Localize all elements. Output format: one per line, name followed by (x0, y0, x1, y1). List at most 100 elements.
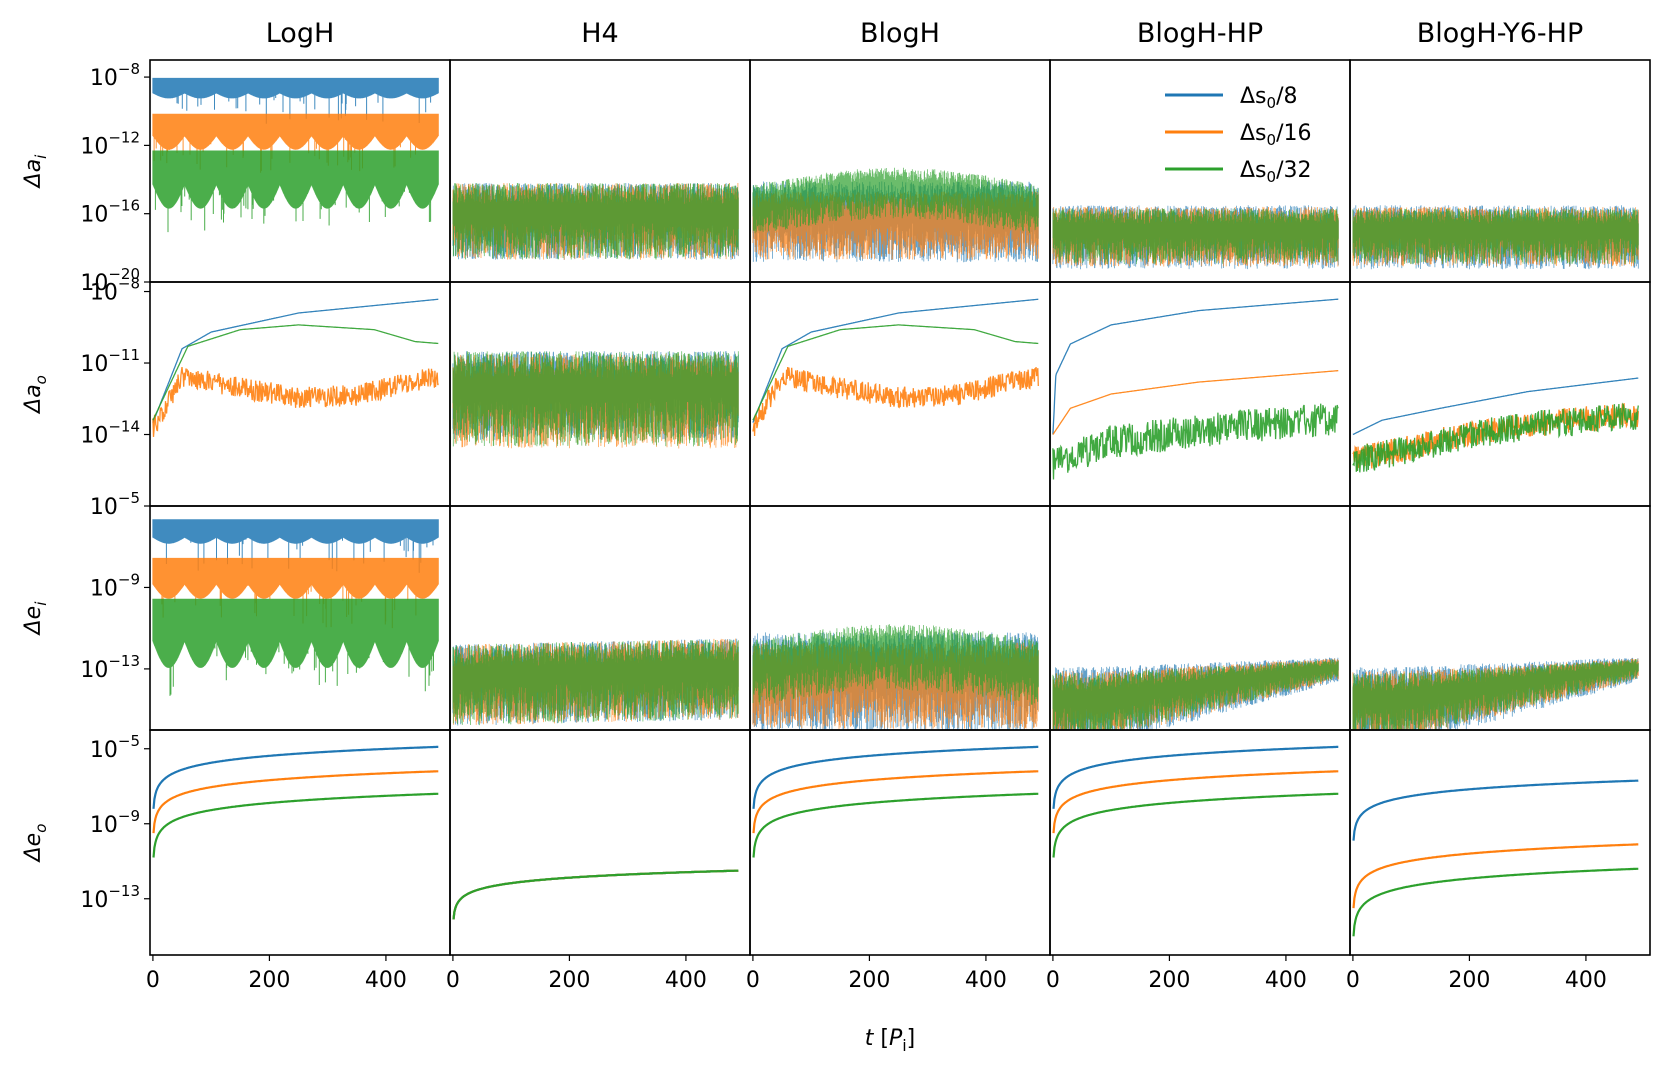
y-axis-label: Δao (21, 375, 50, 415)
y-axis-label: Δei (21, 601, 50, 637)
series-Δs0/8 (152, 745, 439, 809)
x-tick-label: 0 (1346, 968, 1360, 993)
x-tick-label: 200 (548, 968, 590, 993)
series-Δs0/8 (1052, 298, 1339, 435)
series-Δs0/16 (1052, 369, 1339, 435)
x-tick-label: 400 (365, 968, 407, 993)
panel-r3-blogh-hp (1052, 745, 1339, 858)
col-title-h4: H4 (581, 18, 618, 49)
series-Δs0/32 (452, 351, 739, 447)
x-tick-label: 400 (1265, 968, 1307, 993)
panel-frame (1049, 729, 1351, 956)
panel-r1-blogh-y6-hp (1352, 377, 1639, 473)
series-Δs0/8 (1352, 377, 1639, 436)
series-Δs0/16 (1352, 843, 1639, 909)
col-title-blogh-hp: BlogH-HP (1137, 18, 1263, 49)
col-title-logh: LogH (266, 18, 335, 49)
y-axes: 10−8 10−12 10−16 10−20 Δai 10−8 10−11 10−14 Δao 1… (21, 60, 150, 913)
legend-label: Δs0/8 (1240, 84, 1297, 112)
series-Δs0/32 (1052, 792, 1339, 858)
panel-frame (1049, 281, 1351, 507)
series-Δs0/8 (752, 298, 1039, 423)
series-Δs0/16 (152, 557, 439, 629)
series-Δs0/32 (752, 792, 1039, 858)
panel-r2-blogh (752, 624, 1039, 730)
y-tick-label: 10−14 (80, 418, 140, 449)
series-Δs0/16 (452, 869, 739, 920)
y-tick-label: 10−20 (80, 265, 140, 296)
panel-r1-blogh (752, 298, 1039, 437)
y-tick-label: 10−12 (80, 128, 140, 159)
y-tick-label: 10−13 (80, 652, 140, 683)
series-Δs0/32 (1352, 208, 1639, 265)
y-tick-label: 10−5 (90, 489, 140, 520)
panel-r0-blogh-hp (1052, 205, 1339, 270)
x-axis-label: t [Pi] (865, 1026, 916, 1055)
x-tick-label: 0 (146, 968, 160, 993)
panel-frame (749, 729, 1051, 956)
panel-frame (1349, 729, 1651, 956)
panel-r3-blogh-y6-hp (1352, 779, 1639, 937)
panel-frame (1349, 281, 1651, 507)
x-tick-label: 200 (248, 968, 290, 993)
series-Δs0/32 (752, 167, 1039, 234)
panel-r3-logh (152, 745, 439, 858)
series-Δs0/32 (452, 183, 739, 260)
y-tick-label: 10−9 (90, 807, 140, 838)
series-Δs0/32 (152, 792, 439, 858)
panel-r2-blogh-hp (1052, 657, 1339, 730)
legend-label: Δs0/16 (1240, 121, 1311, 149)
series-Δs0/16 (152, 367, 439, 437)
y-tick-label: 10−8 (90, 60, 140, 91)
series-Δs0/32 (1352, 867, 1639, 937)
series-Δs0/8 (752, 745, 1039, 809)
series-Δs0/32 (1052, 659, 1339, 730)
y-tick-label: 10−8 (90, 275, 140, 306)
column-titles: LogH H4 BlogH BlogH-HP BlogH-Y6-HP (266, 18, 1584, 49)
panel-r2-h4 (452, 638, 739, 726)
plot-area (149, 59, 1651, 956)
series-Δs0/8 (152, 519, 439, 573)
panel-r1-blogh-hp (1052, 298, 1339, 480)
legend-label: Δs0/32 (1240, 158, 1311, 186)
series-Δs0/8 (152, 298, 439, 423)
series-Δs0/32 (152, 150, 439, 233)
series-Δs0/16 (752, 366, 1039, 437)
y-axis-label: Δai (21, 154, 50, 190)
col-title-blogh-y6-hp: BlogH-Y6-HP (1417, 18, 1584, 49)
panel-r3-blogh (752, 745, 1039, 858)
panel-r1-logh (152, 298, 439, 437)
col-title-blogh: BlogH (860, 18, 940, 49)
series-Δs0/16 (752, 770, 1039, 834)
series-Δs0/32 (1352, 402, 1639, 473)
y-axis-label: Δeo (21, 824, 50, 864)
panel-frame (149, 729, 451, 956)
series-Δs0/16 (1052, 770, 1339, 834)
panel-r2-blogh-y6-hp (1352, 657, 1639, 730)
series-Δs0/32 (152, 598, 439, 696)
x-tick-label: 400 (1565, 968, 1607, 993)
series-Δs0/8 (1052, 745, 1339, 809)
series-Δs0/32 (752, 324, 1039, 421)
series-Δs0/32 (752, 624, 1039, 705)
series-Δs0/16 (152, 113, 439, 173)
panel-r0-blogh-y6-hp (1352, 205, 1639, 270)
series-Δs0/8 (152, 77, 439, 124)
series-Δs0/32 (152, 324, 439, 421)
panel-frame (149, 281, 451, 507)
series-Δs0/32 (1052, 208, 1339, 265)
panel-r3-h4 (452, 869, 739, 920)
series-Δs0/32 (452, 869, 739, 920)
series-Δs0/8 (452, 869, 739, 920)
x-tick-label: 200 (1448, 968, 1490, 993)
x-tick-label: 400 (665, 968, 707, 993)
y-tick-label: 10−9 (90, 570, 140, 601)
y-tick-label: 10−11 (80, 346, 140, 377)
x-tick-label: 0 (1046, 968, 1060, 993)
y-tick-label: 10−5 (90, 732, 140, 763)
panel-frame (449, 729, 751, 956)
series-Δs0/32 (452, 639, 739, 726)
series-Δs0/8 (1352, 779, 1639, 841)
x-tick-label: 0 (746, 968, 760, 993)
